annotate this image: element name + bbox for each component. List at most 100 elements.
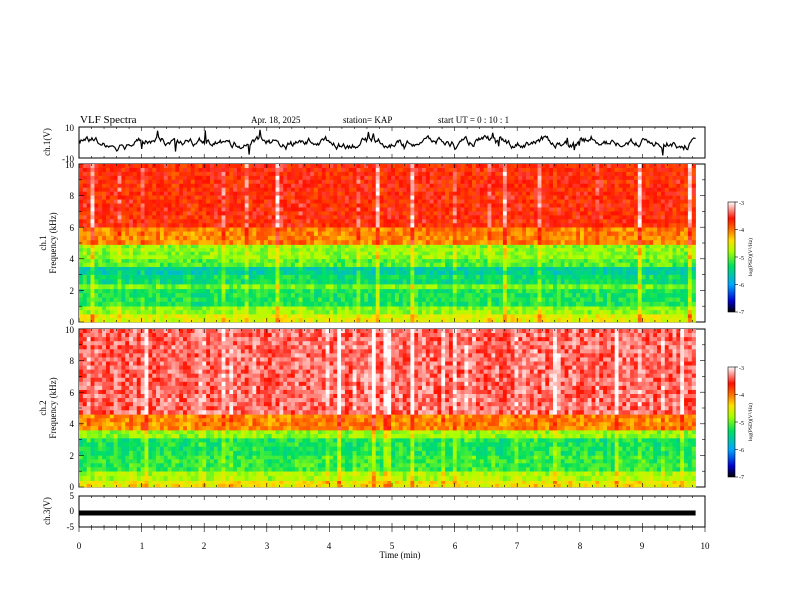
spectrogram-cell: [630, 235, 635, 241]
spectrogram-cell: [310, 297, 315, 303]
spectrogram-cell: [526, 227, 531, 232]
spectrogram-cell: [429, 240, 434, 245]
spectrogram-cell: [156, 235, 161, 241]
spectrogram-cell: [314, 274, 319, 280]
spectrogram-cell: [98, 183, 103, 188]
spectrogram-cell: [664, 251, 669, 256]
spectrogram-cell: [333, 171, 338, 177]
spectrogram-cell: [240, 183, 246, 188]
spectrogram-cell: [341, 270, 346, 275]
spectrogram-cell: [310, 301, 315, 307]
spectrogram-cell: [202, 270, 207, 275]
spectrogram-cell: [125, 244, 130, 249]
spectrogram-cell: [510, 227, 515, 232]
spectrogram-cell: [660, 297, 666, 303]
spectrogram-cell: [676, 297, 681, 303]
spectrogram-cell: [244, 251, 249, 256]
spectrogram-cell: [283, 288, 288, 294]
spectrogram-cell: [379, 171, 384, 177]
spectrogram-cell: [445, 270, 450, 275]
spectrogram-cell: [641, 255, 646, 260]
spectrogram-cell: [98, 262, 103, 267]
spectrogram-cell: [225, 175, 230, 181]
spectrogram-cell: [148, 179, 153, 185]
spectrogram-cell: [152, 266, 157, 271]
spectrogram-cell: [379, 167, 384, 173]
spectrogram-cell: [560, 318, 565, 323]
spectrogram-cell: [79, 288, 84, 294]
spectrogram-cell: [368, 314, 373, 319]
spectrogram-cell: [418, 191, 423, 196]
spectrogram-cell: [156, 279, 161, 285]
spectrogram-cell: [495, 244, 500, 249]
spectrogram-cell: [518, 235, 523, 241]
spectrogram-cell: [190, 227, 195, 232]
spectrogram-cell: [514, 310, 519, 315]
spectrogram-cell: [121, 288, 126, 294]
spectrogram-cell: [499, 227, 504, 232]
spectrogram-cell: [526, 171, 531, 177]
spectrogram-cell: [263, 244, 269, 249]
spectrogram-cell: [341, 314, 346, 319]
spectrogram-cell: [541, 297, 546, 303]
spectrogram-cell: [283, 297, 288, 303]
spectrogram-cell: [86, 266, 91, 271]
spectrogram-cell: [263, 310, 269, 315]
spectrogram-cell: [163, 306, 168, 311]
spectrogram-cell: [94, 183, 99, 188]
spectrogram-cell: [691, 284, 696, 290]
spectrogram-cell: [375, 187, 380, 192]
spectrogram-cell: [329, 244, 334, 249]
spectrogram-cell: [202, 301, 207, 307]
spectrogram-cell: [194, 171, 199, 177]
spectrogram-cell: [526, 251, 531, 256]
spectrogram-cell: [564, 244, 569, 249]
spectrogram-cell: [364, 164, 369, 169]
spectrogram-cell: [406, 284, 411, 290]
spectrogram-cell: [117, 310, 122, 315]
spectrogram-cell: [580, 179, 585, 185]
spectrogram-cell: [576, 183, 581, 188]
spectrogram-cell: [429, 251, 434, 256]
spectrogram-cell: [136, 167, 141, 173]
spectrogram-cell: [637, 167, 642, 173]
spectrogram-cell: [491, 244, 496, 249]
spectrogram-cell: [410, 262, 415, 267]
spectrogram-cell: [479, 191, 484, 196]
spectrogram-cell: [383, 175, 388, 181]
spectrogram-cell: [213, 284, 219, 290]
spectrogram-cell: [475, 244, 481, 249]
spectrogram-cell: [418, 318, 423, 323]
spectrogram-cell: [237, 251, 242, 256]
spectrogram-cell: [599, 244, 604, 249]
spectrogram-cell: [391, 164, 396, 169]
spectrogram-cell: [672, 179, 677, 185]
spectrogram-cell: [622, 258, 627, 264]
spectrogram-cell: [641, 175, 646, 181]
spectrogram-cell: [156, 274, 161, 280]
spectrogram-cell: [94, 301, 99, 307]
spectrogram-cell: [341, 274, 346, 280]
spectrogram-cell: [248, 235, 253, 241]
spectrogram-cell: [491, 310, 496, 315]
spectrogram-cell: [375, 227, 380, 232]
spectrogram-cell: [541, 183, 546, 188]
spectrogram-cell: [660, 279, 666, 285]
spectrogram-cell: [237, 255, 242, 260]
spectrogram-cell: [171, 266, 176, 271]
spectrogram-cell: [329, 258, 334, 264]
spectrogram-cell: [198, 171, 203, 177]
spectrogram-cell: [341, 306, 346, 311]
spectrogram-cell: [156, 306, 161, 311]
spectrogram-cell: [622, 288, 627, 294]
spectrogram-cell: [606, 310, 612, 315]
spectrogram-cell: [113, 187, 118, 192]
spectrogram-cell: [317, 191, 323, 196]
spectrogram-cell: [410, 279, 415, 285]
spectrogram-cell: [325, 258, 330, 264]
spectrogram-cell: [391, 248, 396, 252]
spectrogram-cell: [495, 171, 500, 177]
spectrogram-cell: [341, 318, 346, 323]
spectrogram-cell: [452, 279, 457, 285]
spectrogram-cell: [260, 244, 265, 249]
